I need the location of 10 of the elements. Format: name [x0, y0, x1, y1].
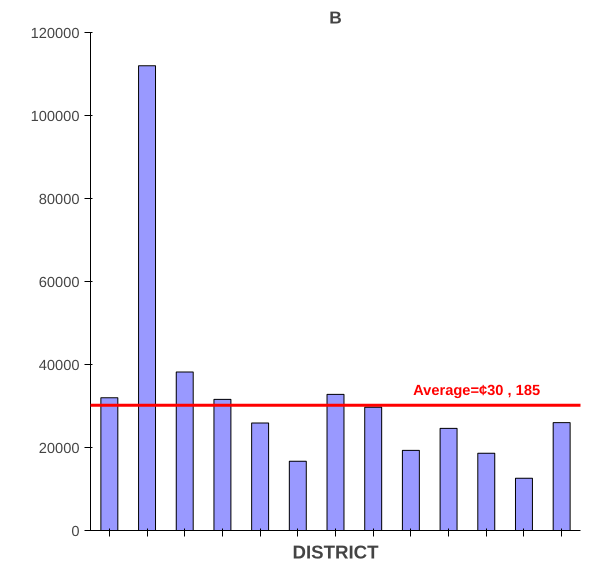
ref-line-label: Average=¢30 , 185	[413, 383, 540, 400]
y-tick-label: 60000	[38, 275, 80, 291]
x-axis-title: DISTRICT	[292, 542, 380, 562]
y-tick-label: 20000	[38, 441, 80, 457]
y-tick-label: 80000	[38, 192, 80, 208]
y-tick-label: 120000	[30, 26, 80, 42]
chart-title: B	[329, 8, 342, 28]
y-tick-label: 0	[71, 524, 80, 540]
y-tick-label: 40000	[38, 358, 80, 374]
y-tick-label: 100000	[30, 109, 80, 125]
